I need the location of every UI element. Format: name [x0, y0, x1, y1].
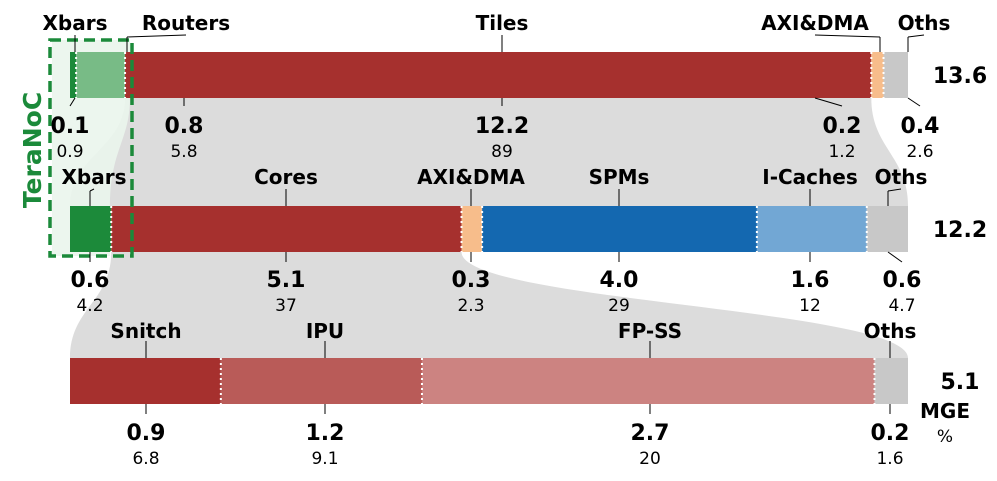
- value-label-0-2: 12.2: [475, 114, 529, 139]
- category-label-2-1: IPU: [306, 319, 344, 343]
- bar-segment-1-5: [866, 206, 908, 252]
- total-label-1: 12.2: [933, 218, 987, 243]
- category-leader-0-1: [126, 34, 187, 38]
- percent-label-2-2: 20: [639, 449, 661, 469]
- category-label-2-0: Snitch: [110, 319, 181, 343]
- bar-segment-1-1: [111, 206, 462, 252]
- category-label-1-2: AXI&DMA: [417, 165, 525, 189]
- bar-segment-0-1: [76, 52, 126, 98]
- bar-segment-1-4: [756, 206, 867, 252]
- connector-layer: [52, 40, 908, 358]
- category-label-0-3: AXI&DMA: [761, 11, 869, 35]
- bar-segment-2-0: [70, 358, 221, 404]
- value-tick-0-3: [814, 97, 843, 107]
- percent-label-1-0: 4.2: [76, 296, 103, 316]
- value-label-0-4: 0.4: [901, 114, 940, 139]
- bars-layer: [70, 52, 908, 404]
- percent-label-2-3: 1.6: [876, 449, 903, 469]
- percent-unit-label: %: [937, 427, 953, 447]
- category-leader-1-5: [887, 188, 902, 192]
- value-label-2-0: 0.9: [127, 421, 166, 446]
- bar-segment-0-4: [883, 52, 908, 98]
- bar-segment-2-3: [874, 358, 908, 404]
- value-label-2-1: 1.2: [306, 421, 345, 446]
- category-leader-1-0: [89, 188, 95, 192]
- category-label-0-2: Tiles: [476, 11, 529, 35]
- labels-layer: Xbars 0.1 0.9 Routers 0.8 5.8 Tiles 12.2 89 AXI&D…: [18, 11, 987, 469]
- category-leader-0-3: [814, 34, 881, 38]
- value-tick-1-5: [887, 251, 903, 263]
- category-label-1-4: I-Caches: [762, 165, 857, 189]
- percent-label-2-1: 9.1: [311, 449, 338, 469]
- percent-label-1-4: 12: [799, 296, 821, 316]
- percent-label-0-0: 0.9: [56, 142, 83, 162]
- value-label-1-4: 1.6: [791, 268, 830, 293]
- percent-label-1-3: 29: [608, 296, 630, 316]
- value-label-1-5: 0.6: [883, 268, 922, 293]
- category-label-1-5: Oths: [875, 165, 928, 189]
- percent-label-2-0: 6.8: [132, 449, 159, 469]
- category-label-1-1: Cores: [254, 165, 318, 189]
- value-label-2-2: 2.7: [631, 421, 670, 446]
- value-label-0-0: 0.1: [51, 114, 90, 139]
- total-label-0: 13.6: [933, 64, 987, 89]
- percent-label-0-3: 1.2: [828, 142, 855, 162]
- category-leader-0-4: [907, 34, 925, 38]
- bar-segment-2-1: [220, 358, 422, 404]
- value-label-1-2: 0.3: [452, 268, 491, 293]
- value-label-1-0: 0.6: [71, 268, 110, 293]
- percent-label-0-4: 2.6: [906, 142, 933, 162]
- category-label-0-4: Oths: [898, 11, 951, 35]
- category-label-2-3: Oths: [864, 319, 917, 343]
- value-tick-0-4: [907, 97, 921, 107]
- percent-label-0-1: 5.8: [170, 142, 197, 162]
- percent-label-1-2: 2.3: [457, 296, 484, 316]
- percent-label-1-5: 4.7: [888, 296, 915, 316]
- value-tick-0-0: [69, 97, 76, 107]
- total-label-2: 5.1: [941, 370, 980, 395]
- cores-connector: [70, 252, 908, 358]
- percent-label-0-2: 89: [491, 142, 513, 162]
- teranoc-label: TeraNoC: [18, 92, 47, 208]
- bar-segment-0-0: [70, 52, 77, 98]
- category-label-1-0: Xbars: [62, 165, 127, 189]
- unit-label: MGE: [920, 399, 970, 423]
- tiles-connector: [70, 98, 908, 206]
- category-label-2-2: FP-SS: [618, 319, 682, 343]
- value-label-0-3: 0.2: [823, 114, 862, 139]
- bar-segment-0-3: [871, 52, 884, 98]
- teranoc-highlight-box: [48, 38, 134, 258]
- category-label-0-0: Xbars: [43, 11, 108, 35]
- value-label-1-3: 4.0: [600, 268, 639, 293]
- value-label-0-1: 0.8: [165, 114, 204, 139]
- category-label-0-1: Routers: [142, 11, 230, 35]
- value-label-1-1: 5.1: [267, 268, 306, 293]
- percent-label-1-1: 37: [275, 296, 297, 316]
- bar-segment-2-2: [421, 358, 875, 404]
- highlight-layer: [48, 38, 134, 258]
- category-label-1-3: SPMs: [589, 165, 650, 189]
- value-label-2-3: 0.2: [871, 421, 910, 446]
- bar-segment-1-0: [70, 206, 112, 252]
- bar-segment-1-2: [461, 206, 483, 252]
- bar-segment-0-2: [125, 52, 872, 98]
- bar-segment-1-3: [482, 206, 757, 252]
